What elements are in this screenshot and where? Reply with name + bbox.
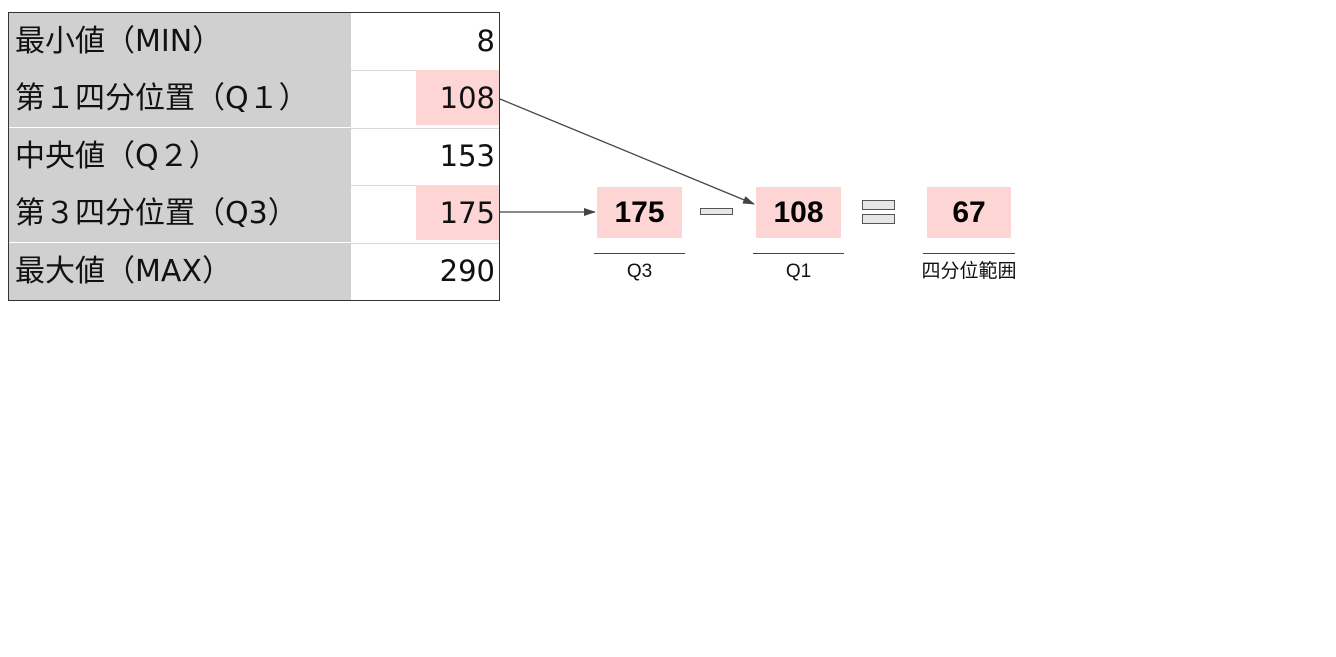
iqr-value-box: 67 xyxy=(927,187,1011,238)
row-label-max: 最大値（MAX） xyxy=(9,243,351,300)
row-value-q1: 108 xyxy=(439,81,495,115)
equals-sign-icon xyxy=(862,200,895,225)
table-row-max: 最大値（MAX） 290 xyxy=(9,243,499,300)
q1-value-box: 108 xyxy=(756,187,841,238)
q1-caption-line xyxy=(753,253,844,254)
q3-value-box: 175 xyxy=(597,187,682,238)
row-label-median: 中央値（Q２） xyxy=(9,128,351,185)
row-label-q3: 第３四分位置（Q3） xyxy=(9,185,351,242)
iqr-caption: 四分位範囲 xyxy=(921,261,1017,282)
table-row-min: 最小値（MIN） 8 xyxy=(9,13,499,70)
table-row-q1: 第１四分位置（Q１） 108 xyxy=(9,70,499,127)
row-value-min: 8 xyxy=(476,24,495,58)
row-value-cell-q1: 108 xyxy=(351,70,499,127)
row-value-cell-max: 290 xyxy=(351,243,499,300)
equals-top-bar xyxy=(862,200,895,210)
q1-caption: Q1 xyxy=(785,261,812,282)
q3-caption: Q3 xyxy=(626,261,653,282)
q3-caption-line xyxy=(594,253,685,254)
arrow-q1-to-formula xyxy=(499,98,755,205)
row-value-cell-median: 153 xyxy=(351,128,499,185)
row-value-cell-min: 8 xyxy=(351,13,499,70)
statistics-table: 最小値（MIN） 8 第１四分位置（Q１） 108 中央値（Q２） 153 第３… xyxy=(8,12,500,301)
minus-sign-icon xyxy=(700,208,733,215)
row-value-cell-q3: 175 xyxy=(351,185,499,242)
row-value-max: 290 xyxy=(439,254,495,288)
row-value-median: 153 xyxy=(439,139,495,173)
row-label-min: 最小値（MIN） xyxy=(9,13,351,70)
iqr-caption-line xyxy=(923,253,1015,254)
table-row-q3: 第３四分位置（Q3） 175 xyxy=(9,185,499,242)
table-row-median: 中央値（Q２） 153 xyxy=(9,128,499,185)
row-label-q1: 第１四分位置（Q１） xyxy=(9,70,351,127)
equals-bottom-bar xyxy=(862,214,895,224)
row-value-q3: 175 xyxy=(439,196,495,230)
